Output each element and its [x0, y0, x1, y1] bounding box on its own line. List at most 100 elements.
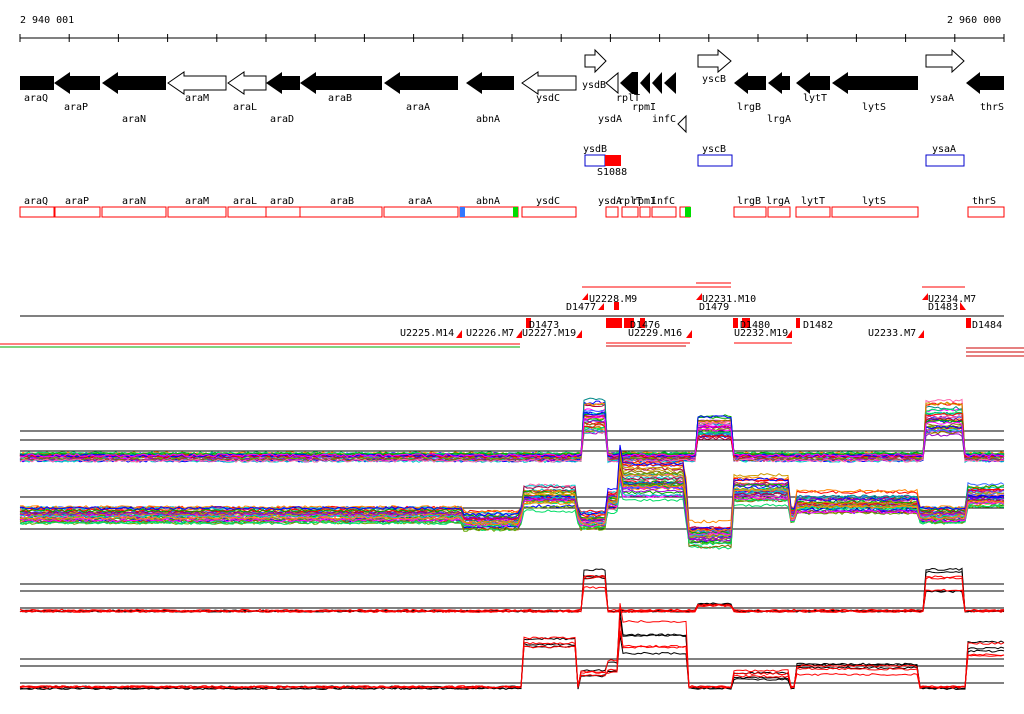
segment-below-4[interactable]: D1476: [630, 320, 660, 331]
svg-text:araP: araP: [64, 102, 88, 113]
gene-ysdC[interactable]: ysdC: [521, 71, 577, 104]
tile-araB[interactable]: araB: [299, 196, 383, 218]
tile-araP[interactable]: araP: [54, 196, 101, 218]
svg-text:lrgB: lrgB: [737, 102, 761, 113]
segment-below-0[interactable]: U2225.M14: [400, 328, 454, 339]
gene-yscB[interactable]: yscB: [697, 48, 732, 85]
svg-text:araM: araM: [185, 196, 209, 207]
svg-text:ysdC: ysdC: [536, 93, 560, 104]
gene-lytT[interactable]: lytT: [796, 72, 830, 104]
svg-text:araD: araD: [270, 114, 294, 125]
segment-above-0[interactable]: U2228.M9: [589, 294, 637, 305]
svg-text:U2234.M7: U2234.M7: [928, 294, 976, 305]
tile-lrgB[interactable]: lrgB: [733, 196, 767, 218]
svg-text:rpmI: rpmI: [632, 102, 656, 113]
svg-text:araA: araA: [406, 102, 430, 113]
svg-text:lrgA: lrgA: [766, 196, 790, 207]
gene-araQ[interactable]: araQ: [20, 76, 54, 104]
svg-text:U2227.M19: U2227.M19: [522, 328, 576, 339]
gene-ysdA[interactable]: ysdA: [598, 71, 622, 125]
coordinate-ruler: 2 940 001 2 960 000: [19, 15, 1005, 42]
segment-below-3[interactable]: U2227.M19: [522, 328, 576, 339]
gene-lrgA[interactable]: lrgA: [767, 72, 791, 125]
svg-text:araD: araD: [270, 196, 294, 207]
gene-infC[interactable]: infC: [652, 72, 687, 134]
svg-text:yscB: yscB: [702, 74, 726, 85]
svg-text:lrgB: lrgB: [737, 196, 761, 207]
gene-ysdB[interactable]: ysdB: [582, 48, 607, 91]
gene-araM[interactable]: araM: [167, 71, 227, 104]
tile-ysdA[interactable]: ysdA: [598, 196, 622, 218]
segment-above-3[interactable]: D1479: [699, 302, 729, 313]
svg-text:araN: araN: [122, 196, 146, 207]
gene-araD[interactable]: araD: [266, 72, 300, 125]
svg-text:thrS: thrS: [980, 102, 1004, 113]
tile-rpmI[interactable]: rpmI: [632, 196, 656, 218]
gene-araP[interactable]: araP: [54, 72, 100, 113]
gene-araL[interactable]: araL: [227, 71, 267, 113]
tile-araL[interactable]: araL: [227, 196, 267, 218]
svg-text:lytS: lytS: [862, 102, 886, 113]
tile-thrS[interactable]: thrS: [967, 196, 1005, 218]
gene-araB[interactable]: araB: [300, 72, 382, 104]
segment-above-4[interactable]: U2234.M7: [928, 294, 976, 305]
svg-text:rplT: rplT: [618, 196, 642, 207]
tile-araD[interactable]: araD: [265, 196, 301, 218]
svg-text:D1480: D1480: [740, 320, 770, 331]
tile-infC[interactable]: infC: [651, 196, 691, 218]
tile-rplT[interactable]: rplT: [618, 196, 642, 218]
segment-below-2[interactable]: D1473: [529, 320, 559, 331]
tile-araN[interactable]: araN: [101, 196, 167, 218]
segment-below-9[interactable]: U2233.M7: [868, 328, 916, 339]
svg-text:araQ: araQ: [24, 196, 48, 207]
expression-panel-2: [19, 444, 1005, 550]
segment-above-5[interactable]: D1483: [928, 302, 958, 313]
segment-below-7[interactable]: U2232.M19: [734, 328, 788, 339]
segment-above-1[interactable]: D1477: [566, 302, 596, 313]
tile-araA[interactable]: araA: [383, 196, 459, 218]
segment-below-5[interactable]: U2229.M16: [628, 328, 682, 339]
svg-text:D1484: D1484: [972, 320, 1002, 331]
gene-rpmI[interactable]: rpmI: [632, 72, 662, 113]
tile-lrgA[interactable]: lrgA: [766, 196, 791, 218]
svg-text:D1479: D1479: [699, 302, 729, 313]
svg-text:araQ: araQ: [24, 93, 48, 104]
tiling-track: araQ araP araN araM araL araD araB araA …: [19, 196, 1005, 218]
segment-below-10[interactable]: D1484: [972, 320, 1002, 331]
svg-text:D1483: D1483: [928, 302, 958, 313]
tile-lytT[interactable]: lytT: [795, 196, 831, 218]
svg-text:U2226.M7: U2226.M7: [466, 328, 514, 339]
svg-text:ysdB: ysdB: [582, 80, 606, 91]
gene-araA[interactable]: araA: [384, 72, 458, 113]
ruler-ticks: [19, 34, 1005, 42]
segment-below-6[interactable]: D1480: [740, 320, 770, 331]
tile-araQ[interactable]: araQ: [19, 196, 55, 218]
gene-lytS[interactable]: lytS: [832, 72, 918, 113]
segment-above-2[interactable]: U2231.M10: [702, 294, 756, 305]
tile-araM[interactable]: araM: [167, 196, 227, 218]
svg-text:S1088: S1088: [597, 167, 627, 178]
tile-lytS[interactable]: lytS: [831, 196, 919, 218]
gene-ysaA[interactable]: ysaA: [925, 48, 965, 104]
svg-text:ysaA: ysaA: [930, 93, 954, 104]
segment-below-8[interactable]: D1482: [803, 320, 833, 331]
tile-ysdC[interactable]: ysdC: [521, 196, 577, 218]
feature-track: ysdB S1088 yscB ysaA: [583, 144, 965, 178]
segment-below-1[interactable]: U2226.M7: [466, 328, 514, 339]
svg-text:abnA: abnA: [476, 114, 500, 125]
gene-rplT[interactable]: rplT: [616, 72, 640, 104]
svg-text:ysdA: ysdA: [598, 114, 622, 125]
svg-text:infC: infC: [651, 196, 675, 207]
tile-abnA[interactable]: abnA: [459, 196, 519, 218]
gene-thrS[interactable]: thrS: [966, 72, 1004, 113]
svg-text:infC: infC: [652, 114, 676, 125]
gene-lrgB[interactable]: lrgB: [734, 72, 766, 113]
gene-abnA[interactable]: abnA: [466, 72, 514, 125]
gene-araN[interactable]: araN: [102, 72, 166, 125]
svg-text:U2225.M14: U2225.M14: [400, 328, 454, 339]
feature-yscB[interactable]: yscB: [697, 144, 733, 167]
feature-ysdB[interactable]: ysdB S1088: [583, 144, 627, 178]
feature-ysaA[interactable]: ysaA: [925, 144, 965, 167]
svg-text:U2228.M9: U2228.M9: [589, 294, 637, 305]
